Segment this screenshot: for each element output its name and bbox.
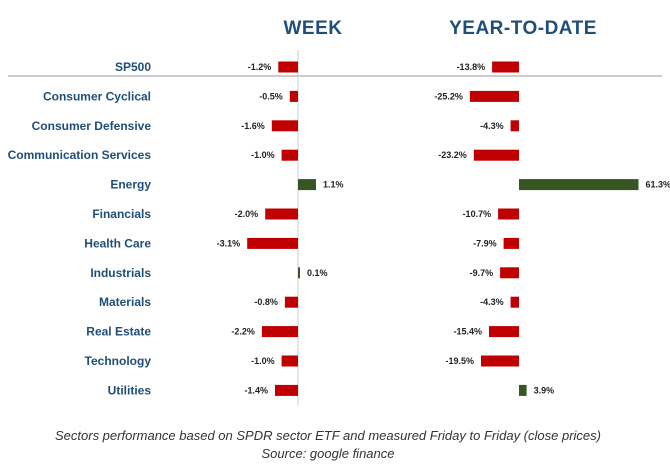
week-bar-5: [265, 208, 298, 220]
week-value-label-5: -2.0%: [235, 209, 259, 219]
ytd-bar-6: [503, 237, 519, 249]
week-value-label-8: -0.8%: [254, 297, 278, 307]
week-value-label-0: -1.2%: [248, 62, 272, 72]
ytd-value-label-7: -9.7%: [470, 268, 494, 278]
ytd-value-label-1: -25.2%: [434, 91, 463, 101]
week-bar-6: [247, 237, 298, 249]
week-value-label-11: -1.4%: [244, 385, 268, 395]
ytd-bar-11: [519, 384, 527, 396]
ytd-value-label-9: -15.4%: [453, 327, 482, 337]
category-label-materials: Materials: [99, 295, 151, 309]
week-value-label-6: -3.1%: [217, 238, 241, 248]
ytd-bar-5: [498, 208, 519, 220]
week-value-label-7: 0.1%: [307, 268, 328, 278]
week-value-label-1: -0.5%: [259, 91, 283, 101]
week-header: WEEK: [284, 18, 343, 39]
chart-rows: SP500 -1.2% -13.8% Consumer Cyclical -0.5% -2…: [8, 60, 670, 397]
ytd-bar-3: [473, 149, 519, 161]
week-bar-1: [289, 90, 298, 102]
category-label-sp500: SP500: [115, 60, 151, 74]
ytd-value-label-10: -19.5%: [445, 356, 474, 366]
category-label-energy: Energy: [110, 178, 151, 192]
caption-line-1: Sectors performance based on SPDR sector…: [55, 428, 601, 443]
week-bar-11: [275, 384, 298, 396]
week-bar-2: [271, 120, 298, 132]
ytd-bar-4: [519, 179, 639, 191]
category-label-industrials: Industrials: [90, 266, 151, 280]
category-label-consumer-cyclical: Consumer Cyclical: [43, 89, 151, 103]
category-label-communication-services: Communication Services: [8, 148, 152, 162]
ytd-value-label-3: -23.2%: [438, 150, 467, 160]
ytd-bar-0: [492, 61, 519, 73]
week-bar-7: [298, 267, 300, 279]
ytd-bar-2: [510, 120, 519, 132]
category-label-financials: Financials: [92, 207, 151, 221]
category-label-utilities: Utilities: [108, 383, 152, 397]
ytd-value-label-6: -7.9%: [473, 238, 497, 248]
category-label-real-estate: Real Estate: [86, 325, 151, 339]
ytd-bar-7: [500, 267, 519, 279]
ytd-bar-9: [489, 326, 519, 338]
caption-line-2: Source: google finance: [262, 446, 395, 461]
week-bar-8: [284, 296, 298, 308]
ytd-value-label-11: 3.9%: [534, 385, 555, 395]
week-bar-0: [278, 61, 298, 73]
ytd-bar-10: [481, 355, 519, 367]
week-bar-10: [281, 355, 298, 367]
ytd-value-label-5: -10.7%: [463, 209, 492, 219]
week-bar-3: [281, 149, 298, 161]
ytd-value-label-4: 61.3%: [646, 180, 670, 190]
week-value-label-2: -1.6%: [241, 121, 265, 131]
ytd-bar-8: [510, 296, 519, 308]
ytd-value-label-2: -4.3%: [480, 121, 504, 131]
category-label-technology: Technology: [85, 354, 152, 368]
week-bar-9: [261, 326, 298, 338]
category-label-consumer-defensive: Consumer Defensive: [32, 119, 152, 133]
week-value-label-10: -1.0%: [251, 356, 275, 366]
week-value-label-9: -2.2%: [231, 327, 255, 337]
week-value-label-3: -1.0%: [251, 150, 275, 160]
ytd-header: YEAR-TO-DATE: [449, 18, 597, 39]
week-bar-4: [298, 179, 316, 191]
ytd-value-label-0: -13.8%: [457, 62, 486, 72]
ytd-value-label-8: -4.3%: [480, 297, 504, 307]
week-value-label-4: 1.1%: [323, 180, 344, 190]
ytd-bar-1: [469, 90, 519, 102]
category-label-health-care: Health Care: [84, 236, 151, 250]
